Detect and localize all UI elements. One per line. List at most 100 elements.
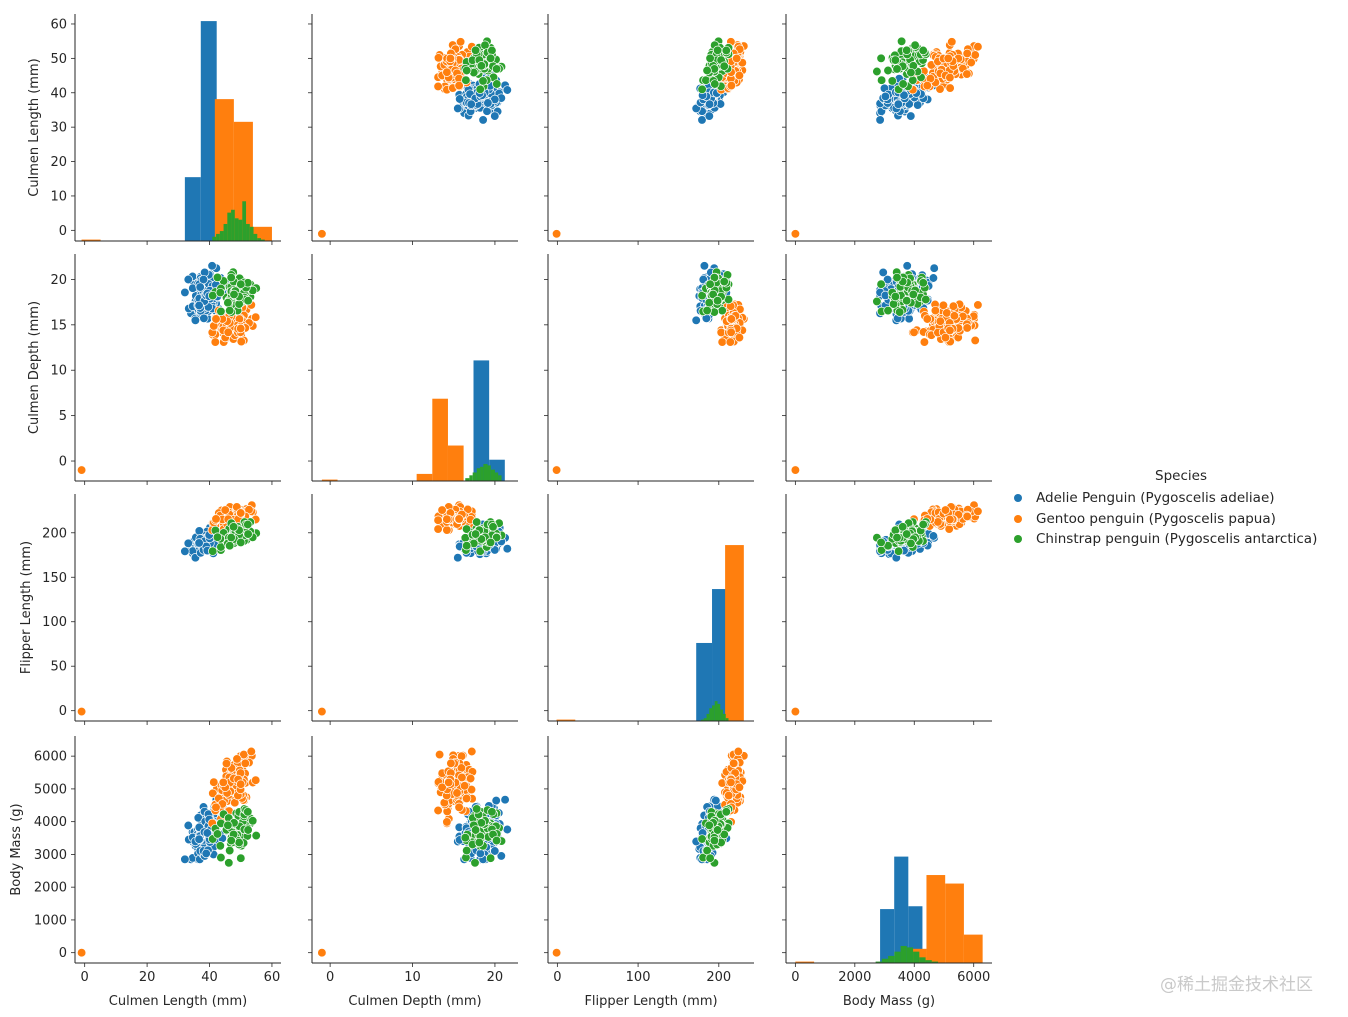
y-tick-label: 60 (50, 17, 67, 32)
hist-bar (498, 475, 502, 481)
scatter-point (712, 296, 723, 306)
y-tick-label: 30 (50, 121, 67, 136)
scatter-point (928, 531, 939, 541)
x-axis-label-flipper-length: Flipper Length (mm) (584, 994, 717, 1009)
scatter-point (243, 807, 253, 817)
scatter-point (732, 53, 742, 64)
scatter-point (699, 261, 710, 271)
scatter-point (194, 300, 204, 311)
y-tick-label: 0 (59, 455, 67, 470)
y-tick-label: 4000 (34, 815, 67, 830)
scatter-point (243, 296, 253, 306)
scatter-point (970, 335, 980, 346)
legend-item-chinstrap: Chinstrap penguin (Pygoscelis antarctica… (1010, 529, 1340, 550)
scatter-point (691, 315, 701, 325)
scatter-point (212, 532, 223, 542)
x-tick-label: 0 (81, 970, 89, 985)
hist-bar (725, 545, 744, 721)
scatter-point (236, 779, 246, 789)
x-tick-label: 200 (706, 970, 731, 985)
scatter-point (180, 854, 190, 864)
y-tick-label: 6000 (34, 750, 67, 765)
hist-bar (472, 472, 477, 481)
scatter-point (945, 325, 955, 336)
scatter-point (705, 853, 715, 863)
scatter-point (551, 229, 562, 239)
scatter-point (902, 529, 912, 539)
scatter-point (922, 314, 932, 324)
scatter-point (721, 807, 731, 817)
scatter-point (224, 858, 234, 868)
legend-item-gentoo: Gentoo penguin (Pygoscelis papua) (1010, 509, 1340, 530)
scatter-point (790, 465, 801, 475)
y-tick-label: 200 (42, 526, 67, 541)
hist-bar (714, 701, 718, 721)
scatter-point (462, 65, 472, 76)
x-tick-label: 0 (553, 970, 561, 985)
scatter-point (462, 541, 472, 551)
scatter-point (317, 229, 327, 239)
scatter-point (500, 795, 510, 805)
scatter-point (476, 61, 487, 71)
scatter-point (710, 79, 720, 89)
hist-bar (490, 469, 495, 481)
scatter-point (475, 848, 486, 859)
x-tick-label: 40 (201, 970, 218, 985)
hist-bar (321, 479, 338, 481)
scatter-point (208, 546, 218, 556)
y-tick-label: 10 (50, 364, 67, 379)
scatter-point (962, 511, 972, 522)
scatter-point (922, 80, 932, 91)
hist-bar (712, 705, 715, 721)
scatter-point (910, 40, 920, 50)
y-tick-label: 1000 (34, 913, 67, 928)
scatter-point (226, 835, 236, 846)
scatter-point (470, 825, 481, 835)
legend-item-adelie: Adelie Penguin (Pygoscelis adeliae) (1010, 488, 1340, 509)
scatter-point (215, 841, 225, 851)
scatter-point (962, 323, 972, 333)
scatter-point (478, 76, 488, 86)
scatter-point (461, 75, 471, 85)
scatter-point (966, 57, 976, 68)
scatter-point (229, 289, 239, 300)
scatter-point (892, 64, 902, 74)
panel-body-mass-vs-flipper-length: 0 100 200 (544, 736, 754, 985)
scatter-point (906, 538, 916, 549)
hist-bar (483, 463, 488, 481)
scatter-point (502, 544, 512, 554)
hist-bar (480, 466, 484, 481)
panel-culmen-length-vs-flipper-length (544, 14, 754, 245)
scatter-point (551, 465, 562, 475)
scatter-point (190, 315, 201, 325)
legend-marker-adelie (1014, 494, 1022, 503)
hist-bar (913, 951, 920, 963)
y-tick-label: 20 (50, 273, 67, 288)
hist-bar (416, 473, 433, 481)
scatter-point (251, 830, 261, 841)
scatter-point (918, 278, 928, 288)
scatter-point (488, 522, 498, 532)
scatter-point (225, 541, 235, 551)
hist-bar (720, 709, 724, 721)
hist-bar (881, 958, 889, 963)
hist-bar (261, 239, 265, 241)
scatter-point (704, 111, 714, 121)
scatter-point (725, 337, 735, 347)
scatter-point (218, 777, 228, 788)
panel-culmen-length-vs-culmen-depth (308, 14, 518, 245)
scatter-point (76, 465, 87, 475)
hist-bar (242, 201, 247, 241)
hist-bar (706, 713, 710, 721)
panel-body-mass-vs-culmen-depth: 0 10 20 (308, 736, 518, 985)
scatter-point (207, 261, 217, 271)
scatter-point (216, 852, 226, 863)
scatter-point (702, 65, 712, 76)
scatter-point (210, 337, 220, 347)
scatter-point (442, 514, 452, 524)
panel-culmen-length-vs-culmen-length: 0 10 20 30 40 50 60 (50, 14, 281, 245)
scatter-point (726, 327, 736, 337)
scatter-point (251, 312, 261, 322)
scatter-point (240, 758, 250, 768)
scatter-point (223, 820, 233, 830)
